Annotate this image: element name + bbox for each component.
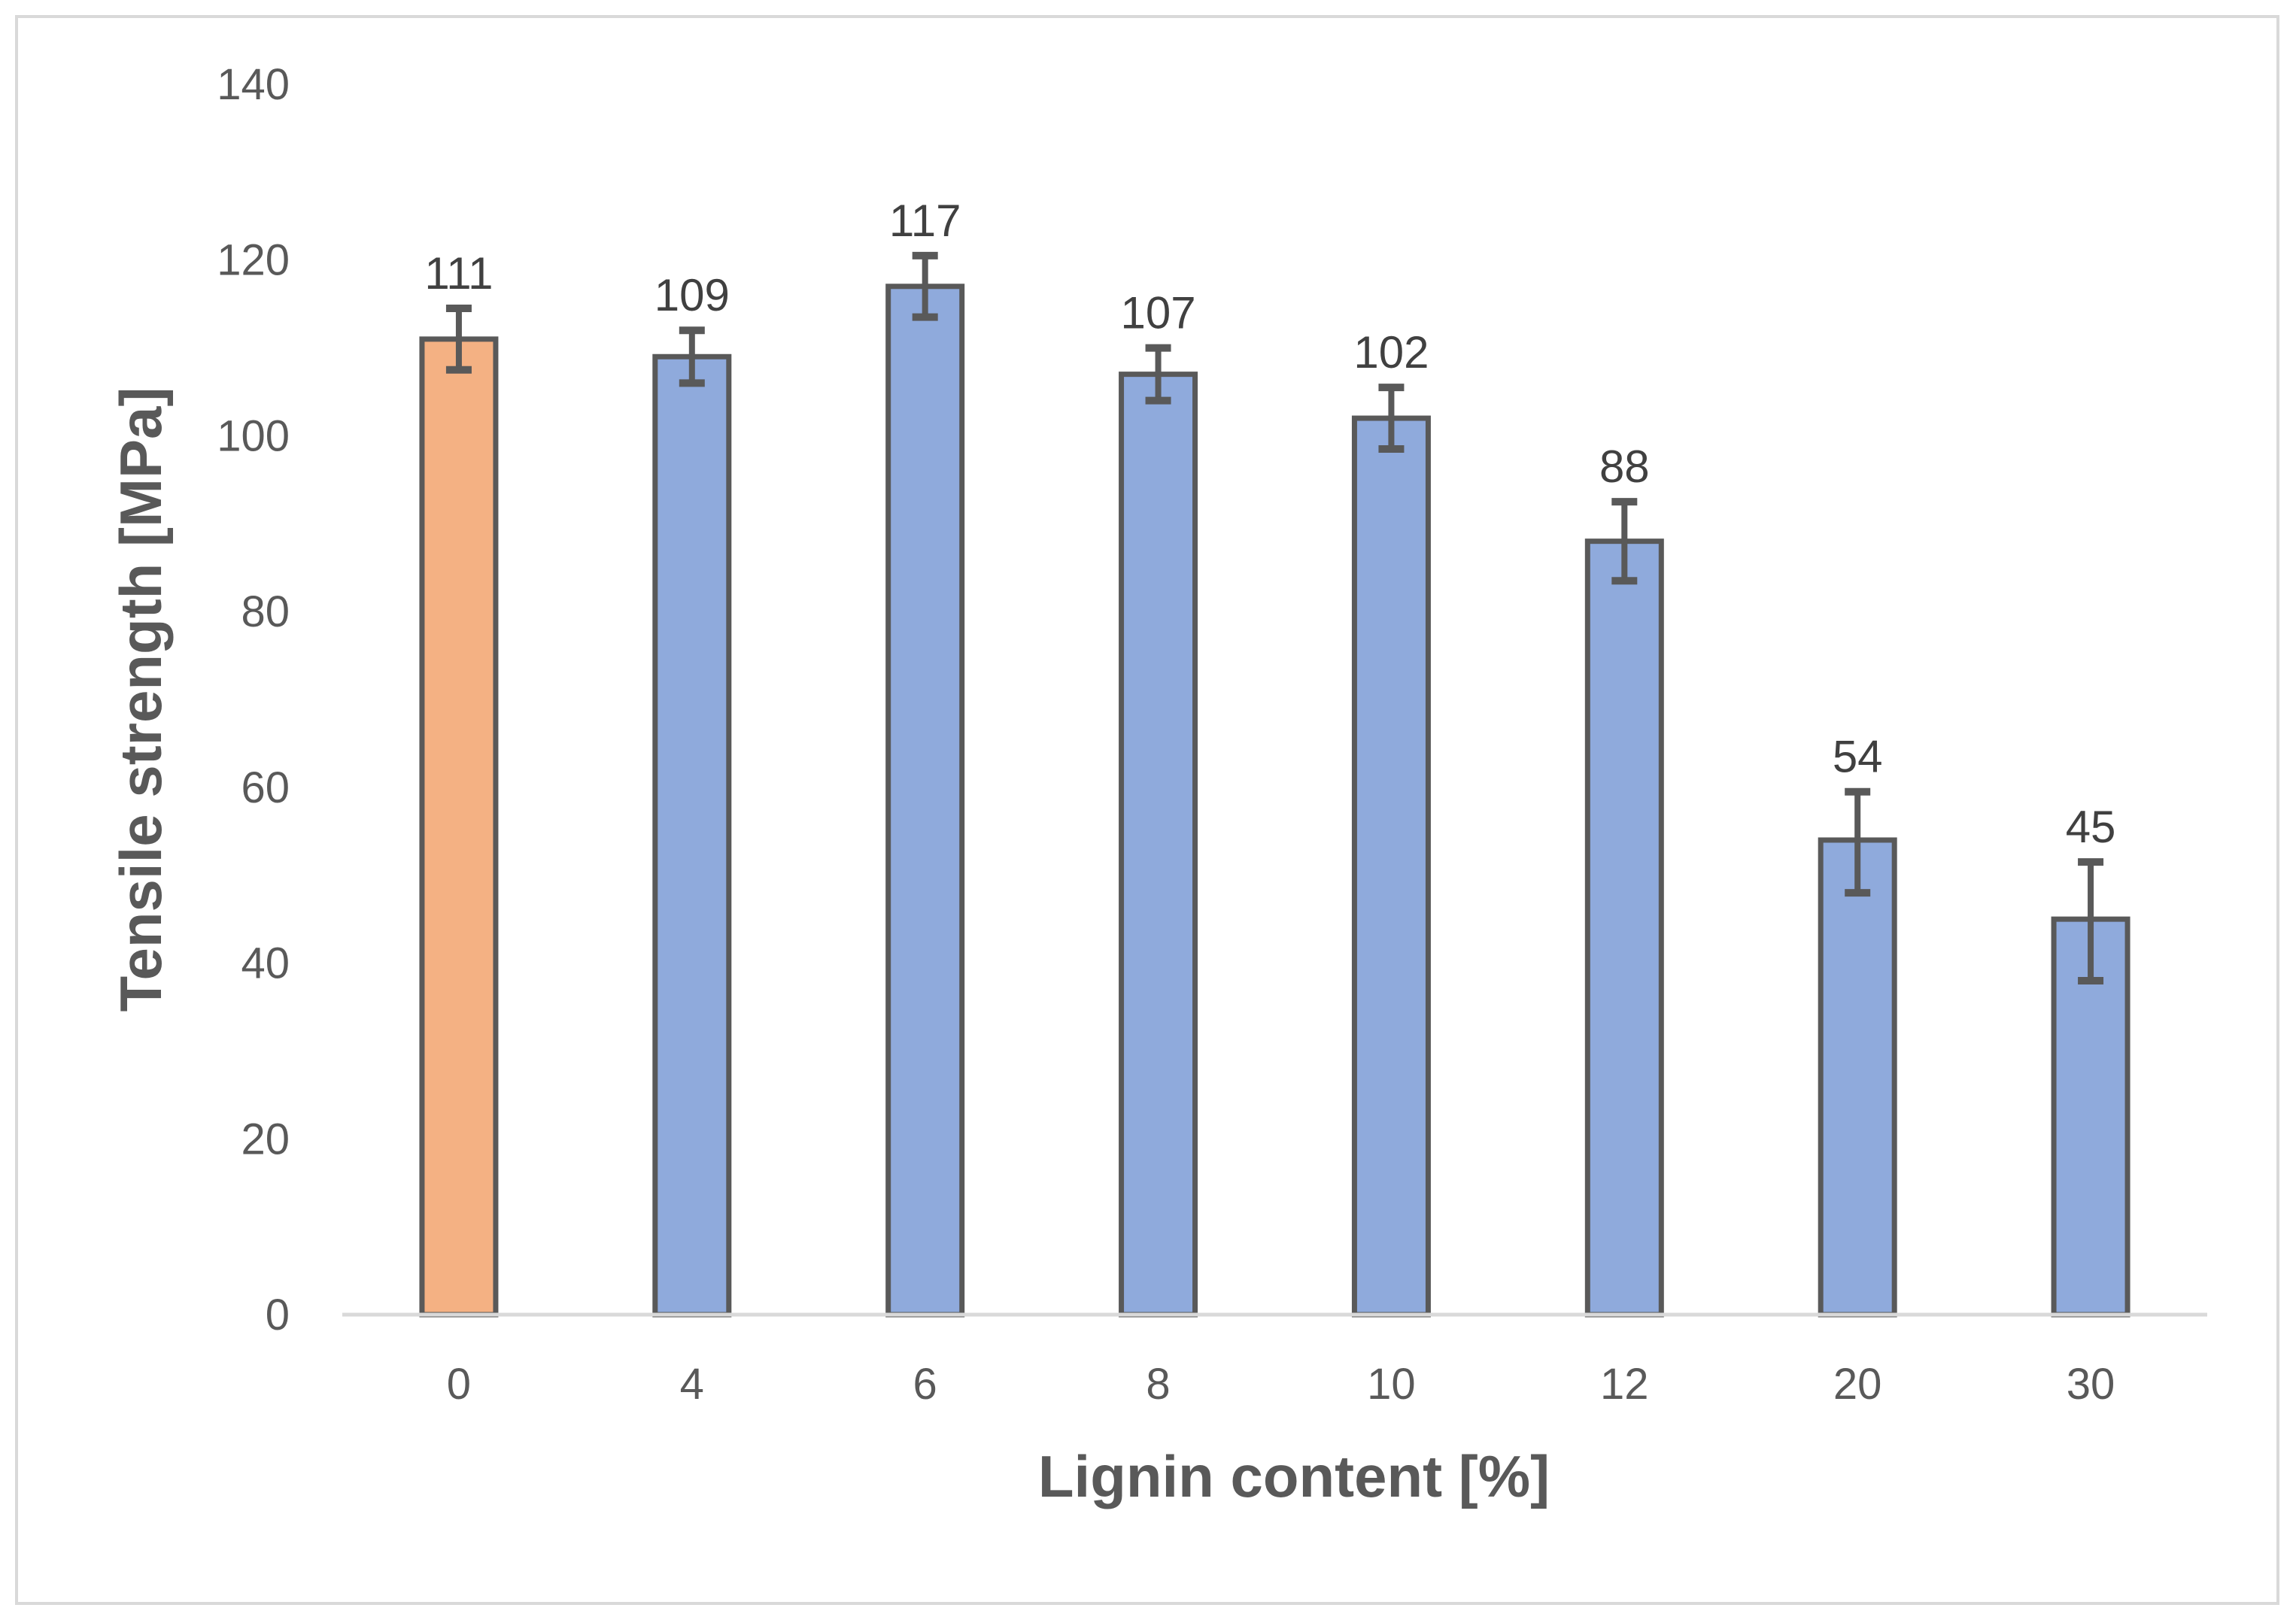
x-tick-label: 10 [1367,1360,1416,1409]
y-axis-title: Tensile strength [MPa] [108,387,174,1012]
data-label: 102 [1353,327,1429,378]
data-label: 45 [2066,802,2116,852]
data-label: 117 [889,196,961,246]
error-bar [445,304,472,374]
data-labels: 111 109 117 107 102 88 54 45 [424,196,2115,852]
y-tick-label: 100 [217,411,290,460]
error-bar [1145,344,1171,405]
bar [1351,415,1431,1318]
y-tick-label: 0 [266,1291,290,1339]
bar [1818,837,1897,1318]
x-tick-label: 12 [1600,1360,1649,1409]
y-tick-label: 20 [241,1115,290,1163]
bar [1584,538,1664,1318]
y-tick-label: 120 [217,236,290,285]
data-label: 107 [1121,288,1196,338]
error-bar [2078,858,2104,984]
x-axis-title: Lignin content [%] [1038,1443,1550,1509]
y-tick-label: 40 [241,939,290,988]
error-bar [1845,787,1871,897]
bar [1119,372,1198,1318]
x-tick-label: 4 [680,1360,704,1409]
y-tick-labels: 0 20 40 60 80 100 120 140 [217,60,290,1339]
x-tick-label: 20 [1833,1360,1882,1409]
x-tick-label: 0 [447,1360,471,1409]
x-tick-label: 6 [913,1360,937,1409]
bar [419,336,499,1318]
data-label: 111 [424,248,493,299]
error-bar [679,326,705,387]
error-bar [1378,384,1405,453]
y-tick-label: 80 [241,587,290,636]
error-bars-layer [445,251,2104,984]
bar [885,284,965,1318]
y-tick-label: 140 [217,60,290,109]
error-bar [1611,498,1638,585]
data-label: 109 [654,270,730,320]
bar [652,353,732,1318]
y-tick-label: 60 [241,763,290,812]
error-bar [912,251,938,321]
data-label: 54 [1833,732,1883,782]
bars-layer [419,284,2130,1318]
x-tick-label: 8 [1146,1360,1170,1409]
x-tick-label: 30 [2067,1360,2115,1409]
data-label: 88 [1599,441,1650,492]
x-tick-labels: 0 4 6 8 10 12 20 30 [447,1360,2115,1409]
